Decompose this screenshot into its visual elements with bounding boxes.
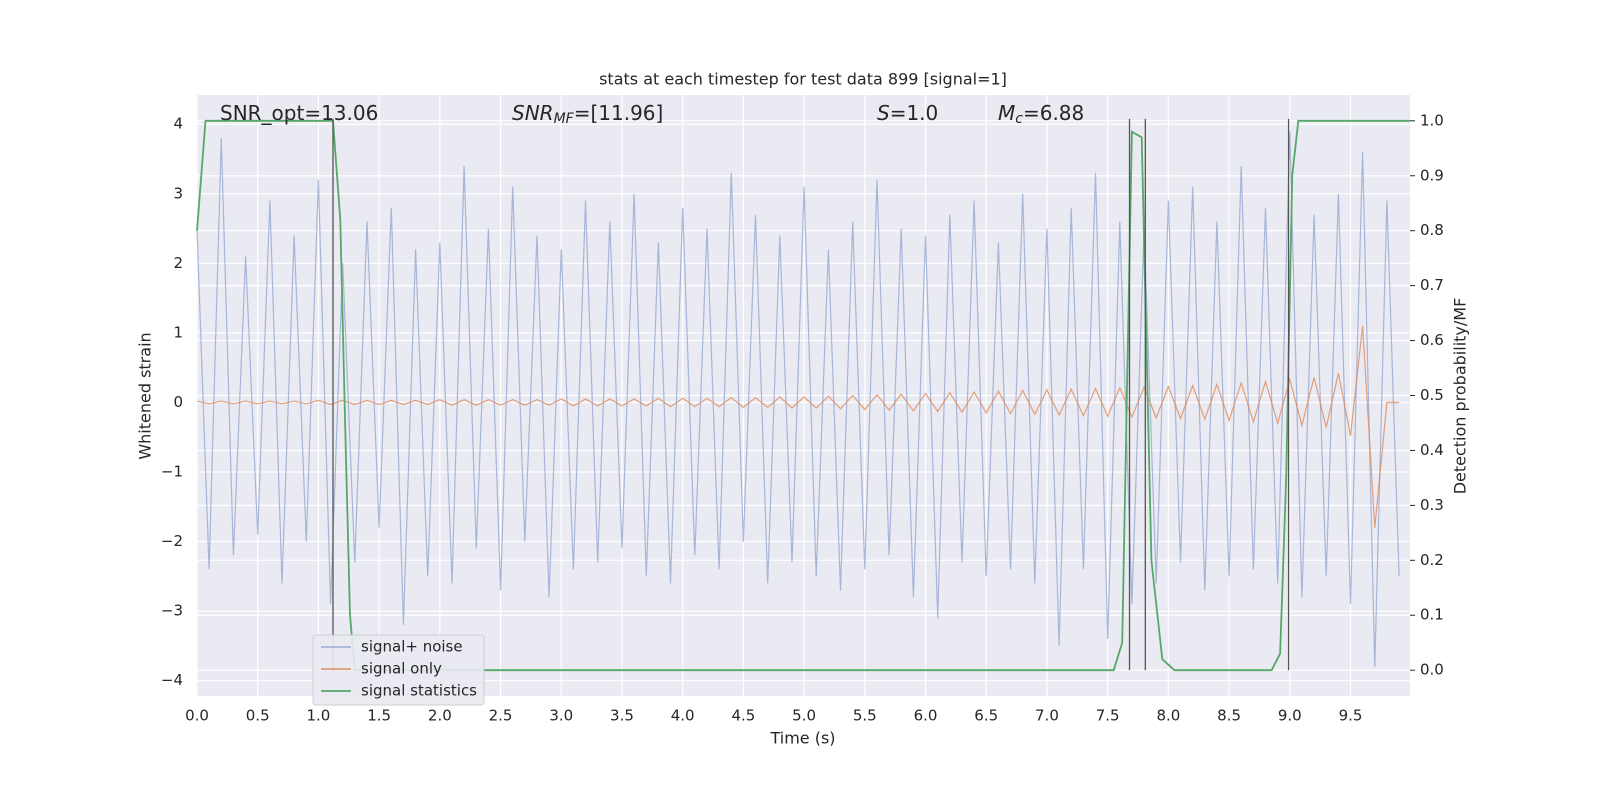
- x-tick-label: 9.5: [1339, 707, 1363, 725]
- y2-tick-label: 0.4: [1420, 441, 1444, 459]
- y2-axis-label: Detection probability/MF: [1451, 298, 1470, 495]
- x-tick-label: 2.0: [428, 707, 452, 725]
- x-tick-label: 5.0: [792, 707, 816, 725]
- x-tick-label: 3.5: [610, 707, 634, 725]
- x-tick-label: 2.5: [489, 707, 513, 725]
- y-axis-label: Whitened strain: [136, 332, 155, 459]
- legend-label: signal statistics: [361, 682, 477, 700]
- x-tick-label: 1.0: [306, 707, 330, 725]
- x-tick-label: 8.0: [1156, 707, 1180, 725]
- x-tick-label: 0.5: [246, 707, 270, 725]
- annotation: S=1.0: [877, 101, 938, 125]
- y-tick-label: 2: [173, 254, 183, 272]
- annotation-text: =1.0: [890, 101, 939, 125]
- annotation: Mc=6.88: [998, 101, 1084, 128]
- x-tick-label: 4.0: [671, 707, 695, 725]
- x-tick-label: 0.0: [185, 707, 209, 725]
- x-tick-label: 7.0: [1035, 707, 1059, 725]
- y2-tick-label: 0.6: [1420, 331, 1444, 349]
- legend-label: signal only: [361, 660, 442, 678]
- annotation-text: =[11.96]: [574, 101, 664, 125]
- y-tick-label: 0: [173, 393, 183, 411]
- series-line: [196, 131, 1400, 667]
- series-line: [196, 119, 1410, 672]
- annotation-symbol: SNR: [512, 101, 554, 125]
- y-tick-label: −2: [161, 532, 183, 550]
- series-line: [196, 325, 1400, 528]
- x-tick-label: 4.5: [731, 707, 755, 725]
- y2-tick-label: 0.3: [1420, 496, 1444, 514]
- x-tick-label: 6.0: [914, 707, 938, 725]
- annotation-text: =6.88: [1023, 101, 1084, 125]
- x-axis-label: Time (s): [769, 729, 835, 748]
- y2-tick-label: 0.9: [1420, 166, 1444, 184]
- annotation-text: SNR_opt=13.06: [220, 101, 378, 125]
- x-tick-label: 9.0: [1278, 707, 1302, 725]
- annotation-sub: c: [1015, 111, 1023, 127]
- y2-tick-label: 0.5: [1420, 386, 1444, 404]
- annotation: SNRMF=[11.96]: [512, 101, 663, 128]
- chart-title: stats at each timestep for test data 899…: [599, 70, 1007, 89]
- x-tick-label: 7.5: [1096, 707, 1120, 725]
- y2-tick-label: 1.0: [1420, 111, 1444, 129]
- y-tick-label: −3: [161, 602, 183, 620]
- x-tick-label: 1.5: [367, 707, 391, 725]
- annotation-symbol: S: [877, 101, 890, 125]
- y2-tick-label: 0.8: [1420, 221, 1444, 239]
- y2-tick-label: 0.2: [1420, 551, 1444, 569]
- annotation-symbol: M: [998, 101, 1015, 125]
- x-tick-label: 3.0: [549, 707, 573, 725]
- y-tick-label: −4: [161, 671, 183, 689]
- y-tick-label: 3: [173, 184, 183, 202]
- x-tick-label: 5.5: [853, 707, 877, 725]
- y2-tick-label: 0.1: [1420, 606, 1444, 624]
- y-tick-label: 1: [173, 323, 183, 341]
- annotation: SNR_opt=13.06: [220, 101, 378, 125]
- x-tick-label: 8.5: [1217, 707, 1241, 725]
- x-tick-label: 6.5: [974, 707, 998, 725]
- y2-tick-label: 0.7: [1420, 276, 1444, 294]
- y-tick-label: −1: [161, 463, 183, 481]
- y2-tick-label: 0.0: [1420, 661, 1444, 679]
- legend-label: signal+ noise: [361, 638, 463, 656]
- annotation-sub: MF: [554, 111, 575, 127]
- legend-box: [312, 634, 485, 706]
- y-tick-label: 4: [173, 115, 183, 133]
